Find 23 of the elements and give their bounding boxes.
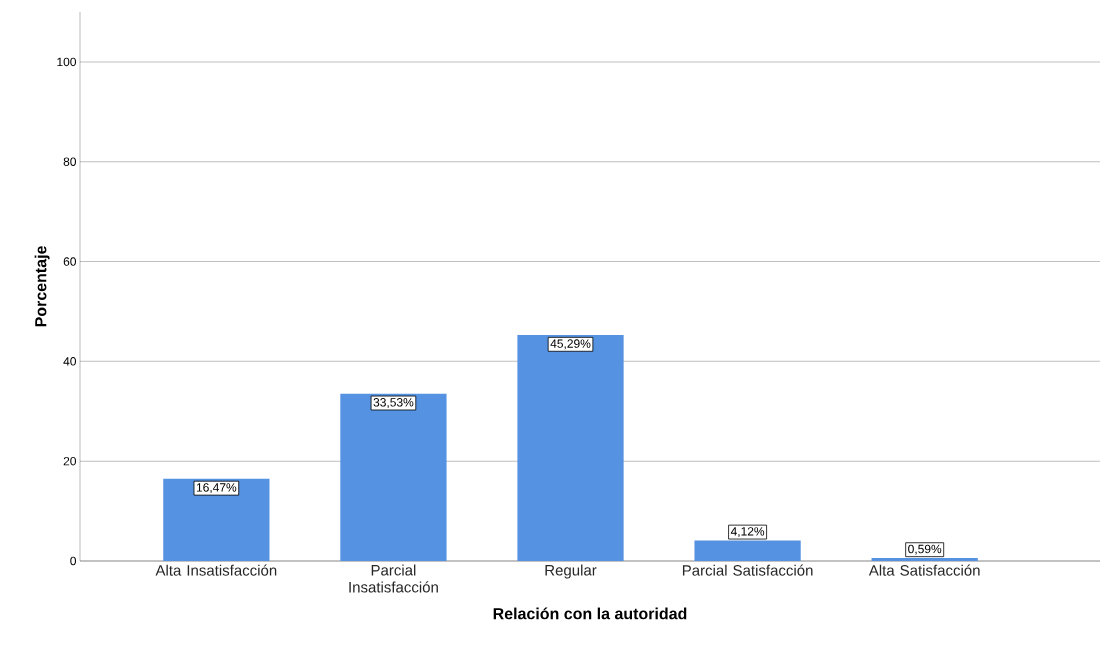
y-tick-label: 40 — [63, 357, 77, 366]
bar — [871, 558, 978, 561]
y-tick-label: 0 — [70, 556, 77, 566]
bar — [517, 334, 624, 561]
x-tick-label: Parcial Insatisfacción — [349, 564, 438, 593]
x-tick-label: Alta Insatisfacción — [155, 564, 277, 576]
data-label: 0,59% — [908, 544, 942, 555]
y-tick-label: 80 — [63, 157, 77, 166]
x-tick-label: Parcial Satisfacción — [682, 564, 813, 576]
data-label: 4,12% — [730, 527, 765, 538]
bar — [163, 478, 270, 561]
data-label: 45,29% — [550, 339, 591, 350]
data-label: 16,47% — [196, 483, 237, 494]
y-tick-label: 60 — [63, 257, 77, 266]
data-label: 33,53% — [373, 398, 414, 408]
x-tick-label: Regular — [545, 564, 597, 579]
y-tick-label: 100 — [57, 57, 77, 67]
y-axis-title: Porcentaje — [34, 246, 50, 327]
bar — [340, 393, 447, 561]
x-axis-title: Relación con la autoridad — [493, 607, 687, 620]
x-tick-label: Alta Satisfacción — [868, 564, 980, 576]
bar — [694, 540, 801, 561]
y-tick-label: 20 — [63, 456, 77, 466]
